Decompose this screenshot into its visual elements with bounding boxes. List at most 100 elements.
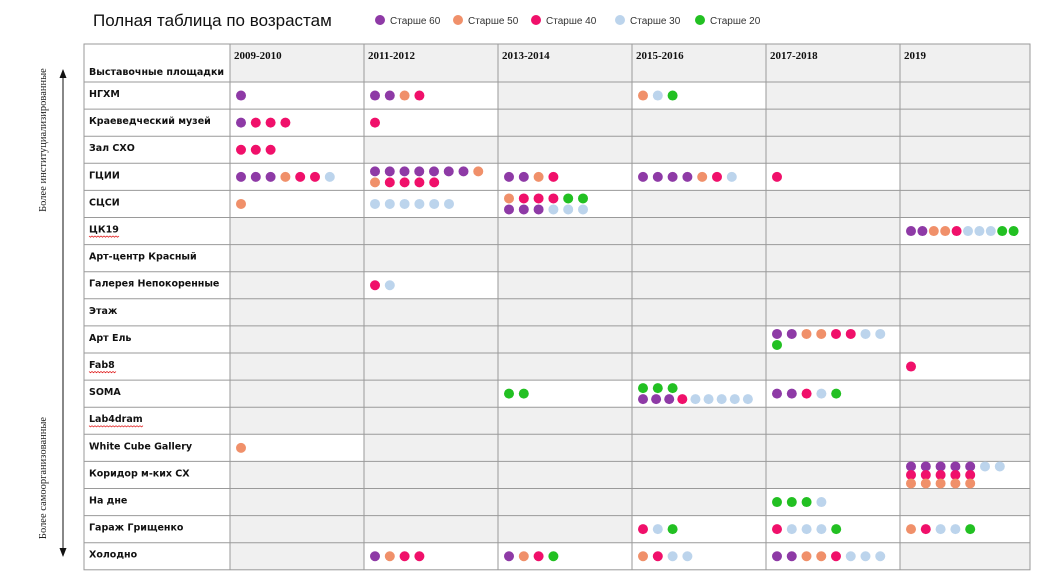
- legend-label-s40: Старше 40: [546, 16, 597, 27]
- dot-s30: [875, 551, 886, 562]
- dot-s50: [928, 226, 939, 237]
- empty-cell: [498, 82, 632, 110]
- dot-s50: [638, 551, 648, 562]
- dot-s50: [801, 328, 812, 339]
- dot-s20: [1008, 226, 1019, 237]
- dot-s40: [370, 117, 380, 128]
- venue-label: Fab8: [89, 360, 115, 371]
- empty-cell: [364, 353, 498, 381]
- dot-s30: [963, 226, 973, 237]
- dot-s40: [712, 171, 722, 182]
- dot-s30: [726, 171, 737, 182]
- spellcheck-underline: [88, 370, 117, 374]
- dot-s60: [638, 394, 648, 405]
- column-header-2017-2018: 2017-2018: [770, 50, 818, 62]
- dot-s50: [236, 442, 246, 453]
- dot-s60: [533, 204, 544, 215]
- dot-s20: [997, 226, 1008, 237]
- dot-s20: [578, 193, 588, 204]
- empty-cell: [766, 407, 900, 435]
- venue-label: Этаж: [89, 306, 118, 317]
- dot-s40: [965, 469, 976, 480]
- empty-cell: [766, 271, 900, 299]
- column-header-2011-2012: 2011-2012: [368, 50, 416, 62]
- dot-s60: [772, 328, 782, 339]
- dot-s40: [831, 551, 841, 562]
- legend-marker-s30: [615, 15, 625, 25]
- empty-cell: [900, 136, 1030, 164]
- empty-cell: [364, 461, 498, 489]
- dot-s60: [772, 388, 782, 399]
- empty-cell: [766, 136, 900, 164]
- dot-s40: [310, 171, 320, 182]
- side-label-bottom: Более самоорганизованные: [38, 417, 49, 539]
- dot-s40: [370, 280, 380, 291]
- empty-cell: [632, 109, 766, 137]
- dot-s40: [414, 177, 425, 188]
- dot-s50: [280, 171, 291, 182]
- dot-s30: [742, 394, 753, 405]
- dot-s40: [677, 394, 688, 405]
- dot-s30: [816, 524, 827, 535]
- dot-s40: [429, 177, 440, 188]
- dot-s60: [906, 461, 916, 472]
- dot-s60: [786, 328, 797, 339]
- dot-s40: [399, 551, 410, 562]
- dot-s50: [801, 551, 812, 562]
- dot-s50: [399, 90, 410, 101]
- dot-s30: [690, 394, 701, 405]
- dot-s60: [917, 226, 928, 237]
- column-header-2013-2014: 2013-2014: [502, 50, 550, 62]
- venue-label: Галерея Непокоренные: [89, 279, 219, 290]
- empty-cell: [364, 434, 498, 462]
- dot-s60: [236, 90, 246, 101]
- empty-cell: [632, 488, 766, 516]
- legend-marker-s50: [453, 15, 463, 25]
- column-header-2009-2010: 2009-2010: [234, 50, 282, 62]
- dot-s40: [935, 469, 946, 480]
- dot-s40: [265, 117, 276, 128]
- dot-s40: [533, 551, 544, 562]
- empty-cell: [230, 515, 364, 543]
- empty-cell: [498, 434, 632, 462]
- empty-cell: [230, 298, 364, 326]
- venue-label: Краеведческий музей: [89, 116, 211, 127]
- dot-s50: [518, 551, 529, 562]
- dot-s50: [965, 478, 976, 489]
- empty-cell: [900, 271, 1030, 299]
- dot-s30: [578, 204, 588, 215]
- dot-s60: [384, 90, 395, 101]
- dot-s30: [875, 328, 886, 339]
- dot-s40: [399, 177, 410, 188]
- venue-label: Зал СХО: [89, 143, 135, 154]
- dot-s60: [906, 226, 916, 237]
- dot-s30: [682, 551, 693, 562]
- dot-s30: [729, 394, 740, 405]
- legend-marker-s20: [695, 15, 705, 25]
- dot-s30: [860, 551, 871, 562]
- empty-cell: [632, 461, 766, 489]
- empty-cell: [632, 407, 766, 435]
- dot-s60: [965, 461, 976, 472]
- dot-s40: [845, 328, 856, 339]
- dot-s30: [786, 524, 797, 535]
- column-header-2019: 2019: [904, 50, 927, 62]
- dot-s40: [920, 524, 931, 535]
- dot-s60: [651, 394, 662, 405]
- empty-cell: [766, 82, 900, 110]
- dot-s20: [831, 524, 842, 535]
- empty-cell: [766, 353, 900, 381]
- dot-s20: [563, 193, 574, 204]
- empty-cell: [766, 109, 900, 137]
- legend-label-s60: Старше 60: [390, 16, 441, 27]
- dot-s40: [518, 193, 529, 204]
- empty-cell: [632, 434, 766, 462]
- dot-s60: [458, 166, 469, 177]
- dot-s60: [370, 166, 380, 177]
- empty-cell: [230, 353, 364, 381]
- empty-cell: [632, 298, 766, 326]
- dot-s20: [772, 339, 782, 350]
- dot-s30: [384, 280, 395, 291]
- empty-cell: [230, 244, 364, 272]
- venue-label: СЦСИ: [89, 197, 120, 208]
